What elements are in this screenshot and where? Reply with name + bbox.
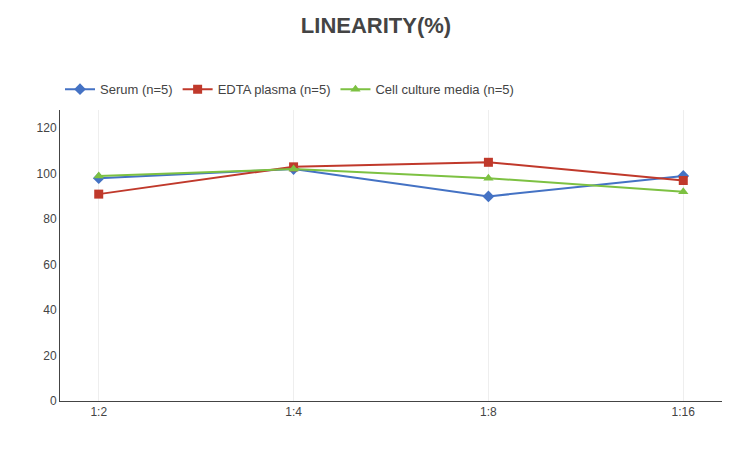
svg-text:LINEARITY(%): LINEARITY(%) xyxy=(301,13,451,38)
svg-text:1:8: 1:8 xyxy=(480,405,497,419)
svg-text:120: 120 xyxy=(37,121,57,135)
svg-text:1:16: 1:16 xyxy=(672,405,696,419)
svg-text:40: 40 xyxy=(43,303,57,317)
svg-text:Serum (n=5): Serum (n=5) xyxy=(100,82,173,97)
svg-text:100: 100 xyxy=(37,167,57,181)
svg-text:Cell culture media (n=5): Cell culture media (n=5) xyxy=(375,82,513,97)
svg-text:1:4: 1:4 xyxy=(285,405,302,419)
svg-text:20: 20 xyxy=(43,349,57,363)
svg-text:0: 0 xyxy=(50,394,57,408)
svg-text:EDTA plasma (n=5): EDTA plasma (n=5) xyxy=(218,82,331,97)
svg-text:80: 80 xyxy=(43,212,57,226)
svg-text:1:2: 1:2 xyxy=(90,405,107,419)
svg-text:60: 60 xyxy=(43,258,57,272)
